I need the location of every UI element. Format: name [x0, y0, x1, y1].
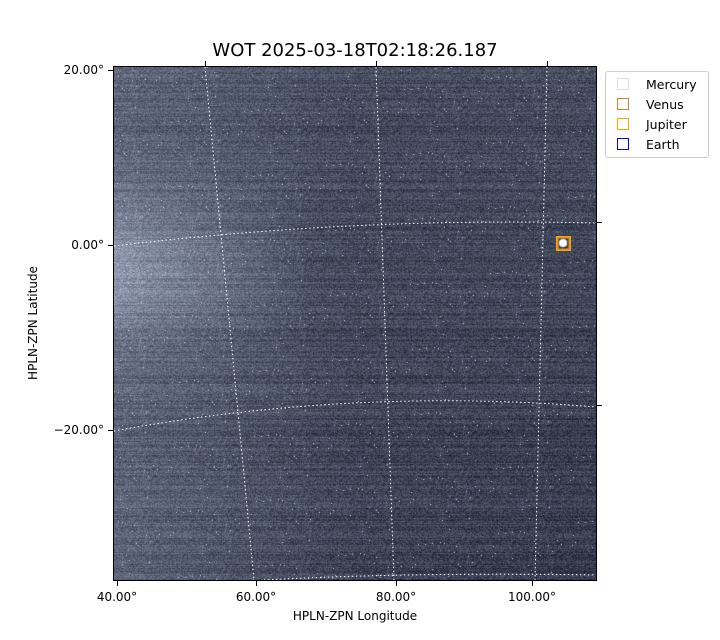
- x-tick-label: 40.00°: [96, 590, 138, 604]
- y-tick-label: 0.00°: [71, 238, 104, 252]
- mercury-swatch-icon: [617, 78, 629, 90]
- coordinate-grid: [114, 67, 596, 580]
- x-tick-mark-top: [376, 61, 377, 66]
- legend-item-venus: Venus: [617, 95, 684, 113]
- x-tick-mark: [256, 581, 257, 586]
- y-axis-label: HPLN-ZPN Latitude: [26, 266, 40, 380]
- grid-lon-60: [204, 67, 255, 580]
- x-axis-label: HPLN-ZPN Longitude: [292, 609, 418, 623]
- y-tick-mark-right: [597, 222, 602, 223]
- jupiter-swatch-icon: [617, 118, 629, 130]
- legend: Mercury Venus Jupiter Earth: [605, 71, 709, 158]
- legend-item-earth: Earth: [617, 135, 680, 153]
- grid-lat-minus40: [263, 573, 596, 580]
- grid-lon-100: [534, 67, 548, 580]
- legend-item-mercury: Mercury: [617, 75, 697, 93]
- grid-lon-80: [375, 67, 395, 580]
- plot-title: WOT 2025-03-18T02:18:26.187: [212, 40, 498, 61]
- x-tick-mark: [532, 581, 533, 586]
- legend-label: Mercury: [646, 76, 697, 92]
- x-tick-mark-top: [205, 61, 206, 66]
- legend-label: Venus: [646, 96, 684, 112]
- x-tick-mark: [396, 581, 397, 586]
- jupiter-marker: [556, 236, 571, 251]
- sky-image: [114, 67, 596, 580]
- y-tick-label: 20.00°: [63, 63, 104, 77]
- venus-swatch-icon: [617, 98, 629, 110]
- y-tick-mark: [108, 430, 113, 431]
- venus-marker: [557, 237, 570, 250]
- legend-label: Jupiter: [646, 116, 687, 132]
- x-tick-label: 100.00°: [508, 590, 556, 604]
- grid-lat-minus20: [114, 400, 596, 432]
- y-tick-mark: [108, 70, 113, 71]
- legend-label: Earth: [646, 136, 680, 152]
- x-tick-mark-top: [547, 61, 548, 66]
- legend-item-jupiter: Jupiter: [617, 115, 687, 133]
- y-tick-mark-right: [597, 405, 602, 406]
- x-tick-label: 60.00°: [235, 590, 277, 604]
- x-tick-mark: [117, 581, 118, 586]
- image-axes: [113, 66, 597, 581]
- y-tick-label: −20.00°: [53, 423, 104, 437]
- y-tick-mark: [108, 245, 113, 246]
- earth-swatch-icon: [617, 138, 629, 150]
- grid-lat-0: [114, 221, 596, 247]
- x-tick-label: 80.00°: [375, 590, 417, 604]
